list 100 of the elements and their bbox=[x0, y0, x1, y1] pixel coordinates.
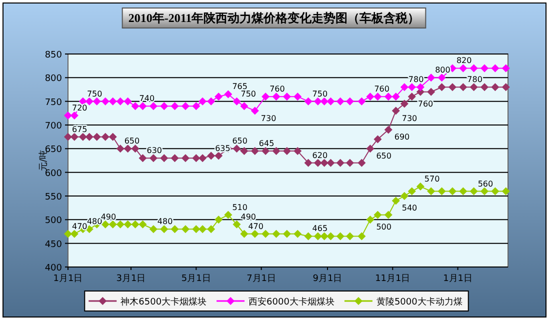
point bbox=[294, 230, 302, 238]
data-label: 470 bbox=[72, 222, 88, 231]
point bbox=[336, 232, 344, 240]
point bbox=[108, 97, 117, 106]
point bbox=[170, 102, 179, 110]
point bbox=[384, 92, 392, 101]
point bbox=[64, 230, 72, 238]
point bbox=[232, 97, 241, 106]
point bbox=[149, 225, 158, 234]
point bbox=[392, 92, 400, 101]
point bbox=[282, 92, 291, 101]
y-tick-label: 700 bbox=[44, 122, 62, 132]
point bbox=[101, 220, 110, 228]
point bbox=[85, 97, 94, 106]
point bbox=[192, 225, 200, 234]
point bbox=[272, 230, 280, 238]
point bbox=[92, 132, 101, 141]
data-label: 630 bbox=[146, 146, 162, 156]
point bbox=[224, 210, 232, 219]
point bbox=[116, 97, 124, 106]
y-tick-label: 850 bbox=[44, 50, 62, 60]
point bbox=[108, 220, 117, 228]
point bbox=[438, 74, 446, 82]
point bbox=[459, 83, 468, 92]
point bbox=[392, 196, 400, 205]
point bbox=[64, 132, 72, 141]
point bbox=[400, 100, 408, 108]
point bbox=[108, 132, 117, 141]
point bbox=[502, 83, 510, 92]
point bbox=[262, 92, 270, 101]
data-label: 650 bbox=[232, 136, 248, 146]
data-label: 760 bbox=[270, 84, 285, 94]
data-label: 760 bbox=[374, 84, 390, 94]
data-label: 750 bbox=[240, 89, 256, 98]
data-label: 465 bbox=[312, 224, 328, 234]
point bbox=[358, 232, 366, 240]
point bbox=[160, 154, 168, 162]
point bbox=[64, 112, 72, 120]
point bbox=[448, 83, 456, 92]
point bbox=[101, 97, 110, 106]
point bbox=[408, 187, 416, 196]
chart-title: 2010年-2011年陕西动力煤价格变化走势图（车板含税） bbox=[128, 11, 420, 25]
data-label: 650 bbox=[376, 152, 392, 161]
point bbox=[78, 132, 87, 141]
point bbox=[92, 97, 101, 106]
y-tick-label: 550 bbox=[44, 192, 62, 202]
point bbox=[232, 220, 241, 228]
data-label: 750 bbox=[312, 89, 328, 98]
x-tick-label: 1月1日 bbox=[53, 274, 83, 284]
point bbox=[138, 102, 147, 110]
y-tick-label: 650 bbox=[44, 145, 62, 156]
x-tick-label: 3月1日 bbox=[116, 274, 146, 284]
point bbox=[346, 232, 354, 240]
x-tick-label: 9月1日 bbox=[312, 274, 342, 284]
point bbox=[124, 144, 132, 153]
point bbox=[459, 64, 468, 72]
data-label: 620 bbox=[312, 150, 328, 160]
point bbox=[416, 182, 424, 191]
point bbox=[392, 106, 400, 115]
y-tick-label: 400 bbox=[44, 264, 62, 274]
data-label: 730 bbox=[260, 114, 276, 123]
point bbox=[491, 187, 500, 196]
point bbox=[181, 225, 190, 234]
point bbox=[491, 83, 500, 92]
y-tick-label: 750 bbox=[44, 98, 62, 108]
point bbox=[374, 135, 382, 144]
point bbox=[346, 97, 354, 106]
data-label: 540 bbox=[402, 204, 418, 213]
point bbox=[374, 210, 382, 219]
point bbox=[272, 92, 280, 101]
point bbox=[240, 230, 248, 238]
point bbox=[207, 152, 216, 160]
point bbox=[149, 154, 158, 162]
point bbox=[480, 64, 489, 72]
point bbox=[294, 92, 302, 101]
point bbox=[192, 102, 200, 110]
point bbox=[326, 97, 335, 106]
point bbox=[181, 154, 190, 162]
point bbox=[70, 112, 78, 120]
point bbox=[314, 232, 322, 240]
point bbox=[384, 126, 392, 134]
point bbox=[160, 102, 168, 110]
point bbox=[250, 106, 259, 115]
point bbox=[480, 187, 489, 196]
data-label: 480 bbox=[86, 217, 102, 226]
point bbox=[116, 220, 124, 228]
point bbox=[192, 154, 200, 162]
y-tick-label: 800 bbox=[44, 74, 62, 84]
point bbox=[326, 158, 335, 167]
point bbox=[214, 152, 223, 160]
point bbox=[314, 97, 322, 106]
point bbox=[366, 216, 374, 224]
data-label: 560 bbox=[478, 179, 494, 188]
point bbox=[170, 225, 179, 234]
point bbox=[262, 147, 270, 156]
point bbox=[416, 83, 424, 92]
point bbox=[314, 158, 322, 167]
x-tick-label: 11月1日 bbox=[375, 274, 410, 284]
point bbox=[282, 147, 291, 156]
point bbox=[408, 83, 416, 92]
